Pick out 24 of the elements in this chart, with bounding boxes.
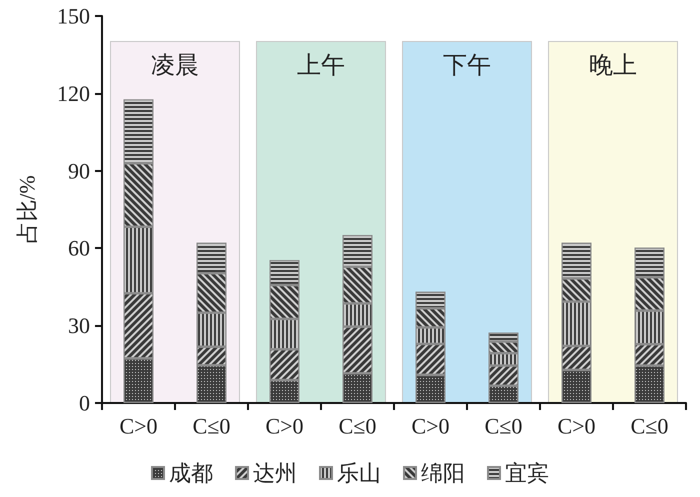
legend-label: 绵阳 xyxy=(421,460,465,486)
y-tick-label: 90 xyxy=(68,158,90,184)
x-tick-label: C>0 xyxy=(119,414,158,438)
y-axis-title: 占比/% xyxy=(14,175,40,244)
y-tick-label: 60 xyxy=(68,236,90,261)
x-tick-label: C≤0 xyxy=(484,414,522,438)
x-tick-label: C>0 xyxy=(411,414,450,438)
annotation: 晚上 xyxy=(589,52,637,82)
y-tick-label: 0 xyxy=(79,390,90,416)
legend-label: 达州 xyxy=(253,460,297,486)
annotation: 凌晨 xyxy=(151,52,199,82)
annotation: 下午 xyxy=(443,52,491,82)
legend-label: 宜宾 xyxy=(505,460,549,486)
x-tick-label: C>0 xyxy=(265,414,304,438)
x-tick-label: C≤0 xyxy=(338,414,376,438)
legend-label: 成都 xyxy=(169,460,213,486)
y-tick-label: 30 xyxy=(68,313,90,338)
y-tick-label: 150 xyxy=(57,4,90,28)
annotation: 上午 xyxy=(297,52,345,82)
x-tick-label: C>0 xyxy=(557,414,596,438)
x-tick-label: C≤0 xyxy=(630,414,668,438)
y-tick-label: 120 xyxy=(57,80,90,106)
legend-label: 乐山 xyxy=(337,460,381,486)
x-tick-label: C≤0 xyxy=(192,414,230,438)
